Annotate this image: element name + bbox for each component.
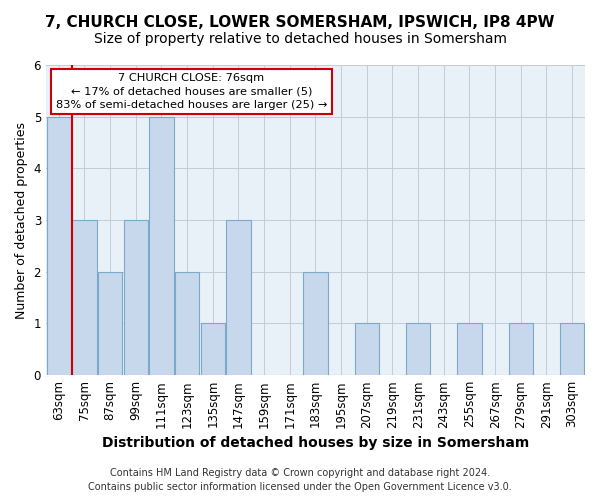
Text: 7, CHURCH CLOSE, LOWER SOMERSHAM, IPSWICH, IP8 4PW: 7, CHURCH CLOSE, LOWER SOMERSHAM, IPSWIC… [45, 15, 555, 30]
Bar [509, 324, 533, 375]
Bar [560, 324, 584, 375]
Text: Contains HM Land Registry data © Crown copyright and database right 2024.
Contai: Contains HM Land Registry data © Crown c… [88, 468, 512, 492]
Y-axis label: Number of detached properties: Number of detached properties [15, 122, 28, 318]
Text: Size of property relative to detached houses in Somersham: Size of property relative to detached ho… [94, 32, 506, 46]
Bar [72, 220, 97, 375]
Bar [98, 272, 122, 375]
Bar [124, 220, 148, 375]
Bar [303, 272, 328, 375]
Bar [200, 324, 225, 375]
Bar [226, 220, 251, 375]
Bar [355, 324, 379, 375]
Text: 7 CHURCH CLOSE: 76sqm
← 17% of detached houses are smaller (5)
83% of semi-detac: 7 CHURCH CLOSE: 76sqm ← 17% of detached … [56, 73, 327, 110]
Bar [175, 272, 199, 375]
Bar [406, 324, 430, 375]
Bar [47, 116, 71, 375]
Bar [149, 116, 173, 375]
Bar [457, 324, 482, 375]
X-axis label: Distribution of detached houses by size in Somersham: Distribution of detached houses by size … [102, 436, 529, 450]
